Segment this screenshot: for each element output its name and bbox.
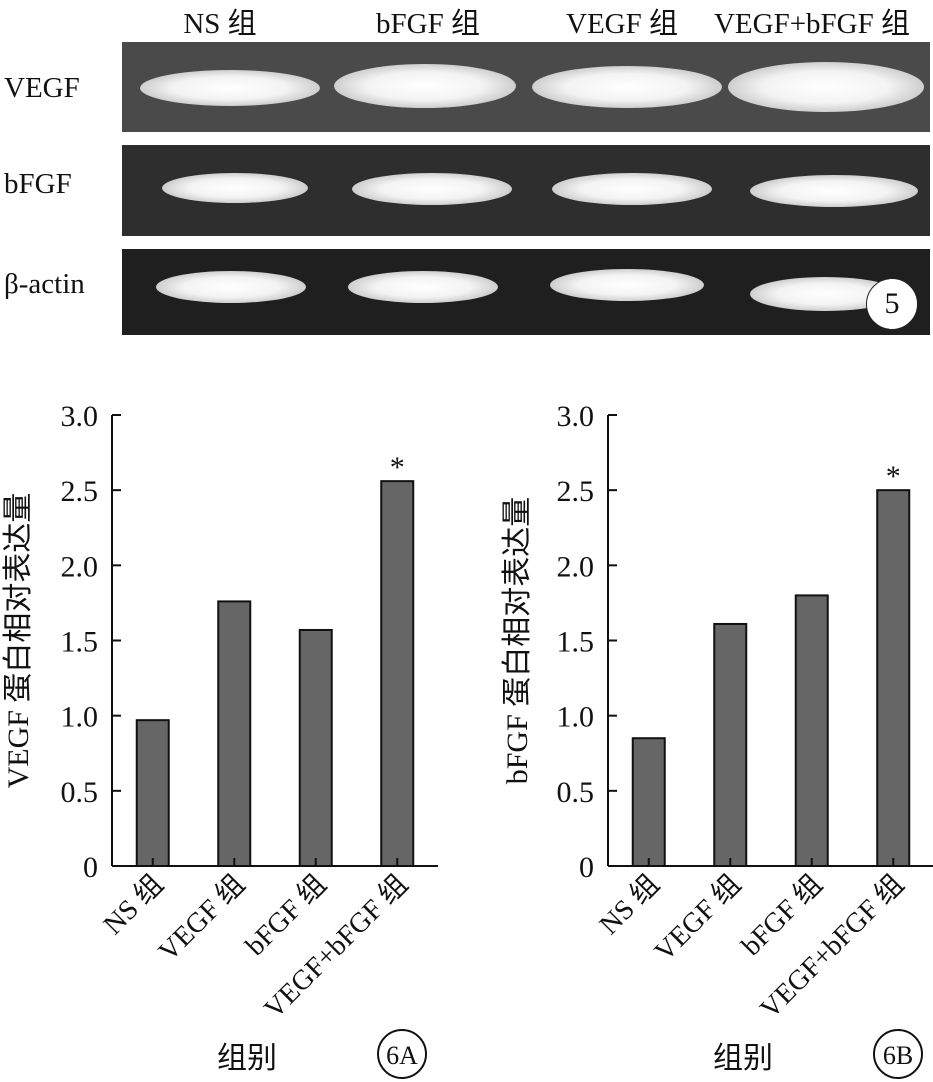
panel-label: 6B [883,1041,913,1070]
y-tick-label: 3.0 [61,400,99,433]
gel-column-label-vegf: VEGF 组 [566,8,678,40]
x-tick-label: NS 组 [97,868,170,941]
gel-band [348,271,498,303]
gel-band [750,175,918,207]
significance-marker: * [886,460,901,493]
gel-row-label-bfgf: bFGF [4,168,72,200]
gel-band [550,269,704,301]
y-tick-label: 1.0 [61,701,99,734]
gel-row-label-vegf: VEGF [4,72,80,104]
y-tick-label: 2.0 [61,550,99,583]
y-tick-label: 0 [579,851,594,884]
x-axis-title: 组别 [217,1042,277,1075]
bar [298,628,333,868]
bar [631,737,666,868]
y-tick-label: 0.5 [557,776,595,809]
gel-row-label-actin: β-actin [4,268,85,300]
gel-strip-bfgf [122,145,930,236]
x-axis-title: 组别 [713,1042,773,1075]
y-tick-label: 2.5 [557,475,595,508]
panel-label-circle [873,1029,923,1079]
y-tick-label: 0 [83,851,98,884]
gel-figure-number: 5 [866,278,918,330]
bar [794,594,829,868]
gel-band [532,66,722,108]
y-tick-label: 1.0 [557,701,595,734]
x-tick-label: NS 组 [593,868,666,941]
gel-column-label-bfgf: bFGF 组 [376,8,480,40]
gel-band [352,173,512,205]
gel-band [334,64,516,108]
bar [217,600,252,867]
gel-band [728,62,924,112]
y-tick-label: 2.5 [61,475,99,508]
panel-label-circle [377,1029,427,1079]
y-tick-label: 1.5 [557,626,595,659]
gel-band [162,173,308,203]
gel-band [552,173,712,205]
y-tick-label: 0.5 [61,776,99,809]
bar [876,489,911,867]
significance-marker: * [390,451,405,484]
gel-band [156,271,306,303]
y-tick-label: 2.0 [557,550,595,583]
y-axis-title: bFGF 蛋白相对表达量 [501,497,534,785]
gel-figure: NS 组 bFGF 组 VEGF 组 VEGF+bFGF 组 VEGF bFGF… [0,0,933,340]
gel-band [140,70,320,106]
gel-strip-actin [122,249,930,335]
gel-strip-vegf [122,42,930,132]
bar [135,719,170,868]
bar [380,480,415,867]
y-tick-label: 1.5 [61,626,99,659]
bar [713,622,748,867]
gel-column-label-ns: NS 组 [183,8,257,40]
panel-label: 6A [386,1041,418,1070]
x-tick-label: VEGF+bFGF 组 [258,868,414,1024]
gel-column-label-vegf-bfgf: VEGF+bFGF 组 [713,8,911,40]
x-tick-label: VEGF 组 [648,868,747,967]
x-tick-label: VEGF+bFGF 组 [754,868,910,1024]
y-axis-title: VEGF 蛋白相对表达量 [2,493,35,789]
x-tick-label: VEGF 组 [152,868,251,967]
y-tick-label: 3.0 [557,400,595,433]
